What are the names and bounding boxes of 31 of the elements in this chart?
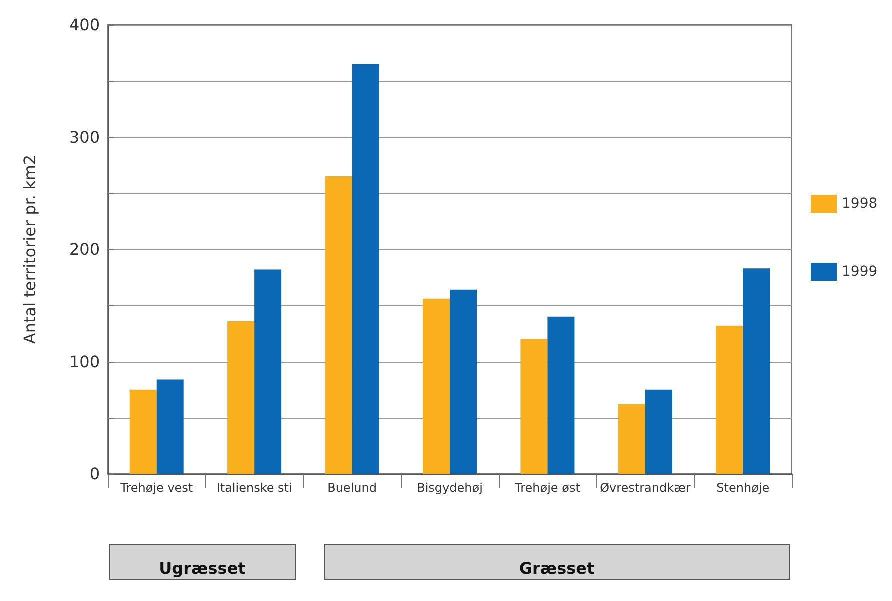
bar xyxy=(156,380,184,474)
bar xyxy=(254,270,282,474)
x-tick-label: Bisgydehøj xyxy=(417,481,483,495)
y-tick-label: 100 xyxy=(69,352,100,372)
bar xyxy=(743,268,770,474)
x-tick-label: Øvrestrandkær xyxy=(600,481,691,495)
y-axis-title: Antal territorier pr. km2 xyxy=(20,154,40,344)
y-tick-label: 300 xyxy=(69,128,100,147)
bar xyxy=(228,321,255,474)
bar xyxy=(450,290,477,474)
x-tick-label: Italienske sti xyxy=(216,481,292,495)
x-tick-label: Trehøje øst xyxy=(514,481,581,495)
bar xyxy=(423,298,450,474)
bar xyxy=(352,64,380,474)
bar xyxy=(325,176,352,474)
bar xyxy=(618,404,646,474)
bar xyxy=(716,326,744,474)
y-tick-label: 200 xyxy=(69,240,100,259)
bar xyxy=(130,390,157,474)
text: Græsset xyxy=(324,544,790,580)
x-tick-label: Buelund xyxy=(328,481,377,495)
y-tick-label: 0 xyxy=(90,464,100,484)
bar xyxy=(520,339,548,474)
bar xyxy=(645,390,672,474)
legend-label: 1998 xyxy=(842,196,878,212)
x-tick-label: Stenhøje xyxy=(716,481,770,495)
y-tick-label: 400 xyxy=(69,16,100,34)
text: Ugræsset xyxy=(109,544,296,580)
legend-label: 1999 xyxy=(842,264,878,280)
x-tick-label: Trehøje vest xyxy=(120,481,194,495)
bar xyxy=(548,316,575,474)
